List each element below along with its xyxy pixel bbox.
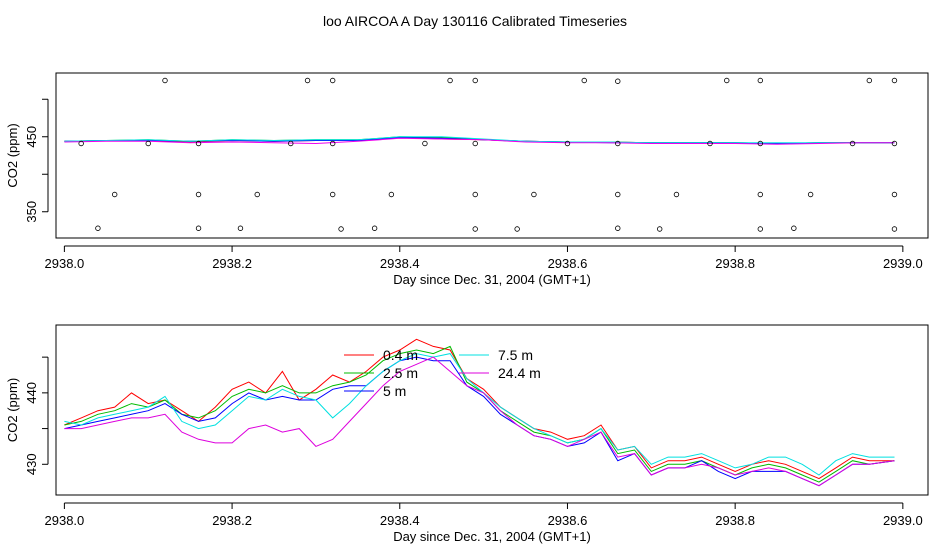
data-point <box>78 140 84 147</box>
data-point <box>329 140 336 147</box>
data-point <box>195 191 202 198</box>
data-point <box>422 140 428 147</box>
data-point <box>757 226 764 232</box>
data-point <box>891 140 898 147</box>
legend-label: 0.4 m <box>383 347 418 363</box>
legend-label: 5 m <box>383 383 406 399</box>
x-tick-label: 2938.2 <box>212 513 252 528</box>
data-point <box>849 140 856 147</box>
data-point <box>791 225 797 231</box>
legend-label: 7.5 m <box>498 347 533 363</box>
data-point <box>891 226 898 232</box>
y-axis-label: CO2 (ppm) <box>5 378 20 442</box>
series-line-2-5-m <box>64 345 895 483</box>
legend: 0.4 m 2.5 m 5 m 7.5 m 24.4 m <box>344 347 541 399</box>
data-point <box>673 191 680 198</box>
data-point <box>707 140 713 147</box>
x-tick-label: 2939.0 <box>883 256 923 271</box>
y-tick-label: 350 <box>24 201 39 223</box>
bottom-panel-timeseries: 2938.0 2938.2 2938.4 2938.6 2938.8 2939.0 Day … <box>5 324 929 544</box>
data-point <box>329 77 336 84</box>
data-point <box>891 77 898 84</box>
data-point <box>891 191 898 198</box>
data-point <box>195 225 202 231</box>
x-axis-label: Day since Dec. 31, 2004 (GMT+1) <box>393 529 591 544</box>
data-point <box>388 191 395 198</box>
data-point <box>472 77 478 84</box>
data-point <box>531 191 537 198</box>
data-point <box>581 77 587 84</box>
data-point <box>288 140 294 147</box>
figure-title: loo AIRCOA A Day 130116 Calibrated Times… <box>323 13 627 29</box>
data-point <box>304 77 311 84</box>
series-line-0-4-m <box>64 338 895 480</box>
plot-frame <box>55 72 929 239</box>
data-point <box>195 140 202 147</box>
x-tick-label: 2938.0 <box>45 513 85 528</box>
y-axis-label: CO2 (ppm) <box>5 123 20 187</box>
y-tick-label: 450 <box>24 126 39 148</box>
data-point <box>757 77 764 84</box>
data-point <box>615 78 621 84</box>
data-point <box>254 191 260 198</box>
data-point <box>338 226 344 232</box>
data-point <box>237 225 244 231</box>
x-tick-label: 2938.6 <box>548 256 588 271</box>
data-point <box>514 226 520 232</box>
series-line-5-m <box>64 356 895 487</box>
x-tick-label: 2939.0 <box>883 513 923 528</box>
data-point <box>615 225 621 231</box>
x-tick-label: 2938.0 <box>45 256 85 271</box>
x-tick-label: 2938.4 <box>380 513 420 528</box>
data-point <box>724 77 730 84</box>
data-point <box>145 140 151 147</box>
data-point <box>472 191 478 198</box>
data-point <box>329 191 336 198</box>
data-point <box>807 191 814 198</box>
data-point <box>472 226 478 232</box>
y-tick-label: 430 <box>24 453 39 475</box>
x-tick-label: 2938.2 <box>212 256 252 271</box>
data-point <box>615 191 621 198</box>
data-point <box>615 140 621 147</box>
x-tick-label: 2938.6 <box>548 513 588 528</box>
legend-label: 2.5 m <box>383 365 418 381</box>
x-tick-label: 2938.4 <box>380 256 420 271</box>
x-tick-label: 2938.8 <box>715 513 755 528</box>
top-panel-scatter: 2938.0 2938.2 2938.4 2938.6 2938.8 2939.0 Day … <box>5 72 929 287</box>
data-point <box>371 225 378 231</box>
y-tick-label: 440 <box>24 382 39 404</box>
data-point <box>564 140 571 147</box>
series-line-4 <box>64 136 895 144</box>
series-line-5 <box>64 137 895 145</box>
data-point <box>447 77 453 84</box>
plot-frame <box>55 324 929 496</box>
series-line-7-5-m <box>64 353 895 476</box>
data-point <box>757 191 764 198</box>
data-point <box>866 77 873 84</box>
data-point <box>656 226 663 232</box>
legend-label: 24.4 m <box>498 365 541 381</box>
x-axis-label: Day since Dec. 31, 2004 (GMT+1) <box>393 272 591 287</box>
data-point <box>472 140 478 147</box>
data-point <box>95 225 101 231</box>
data-point <box>757 140 764 147</box>
data-point <box>162 77 168 84</box>
x-tick-label: 2938.8 <box>715 256 755 271</box>
series-line-24-4-m <box>64 356 895 487</box>
data-point <box>111 191 118 198</box>
